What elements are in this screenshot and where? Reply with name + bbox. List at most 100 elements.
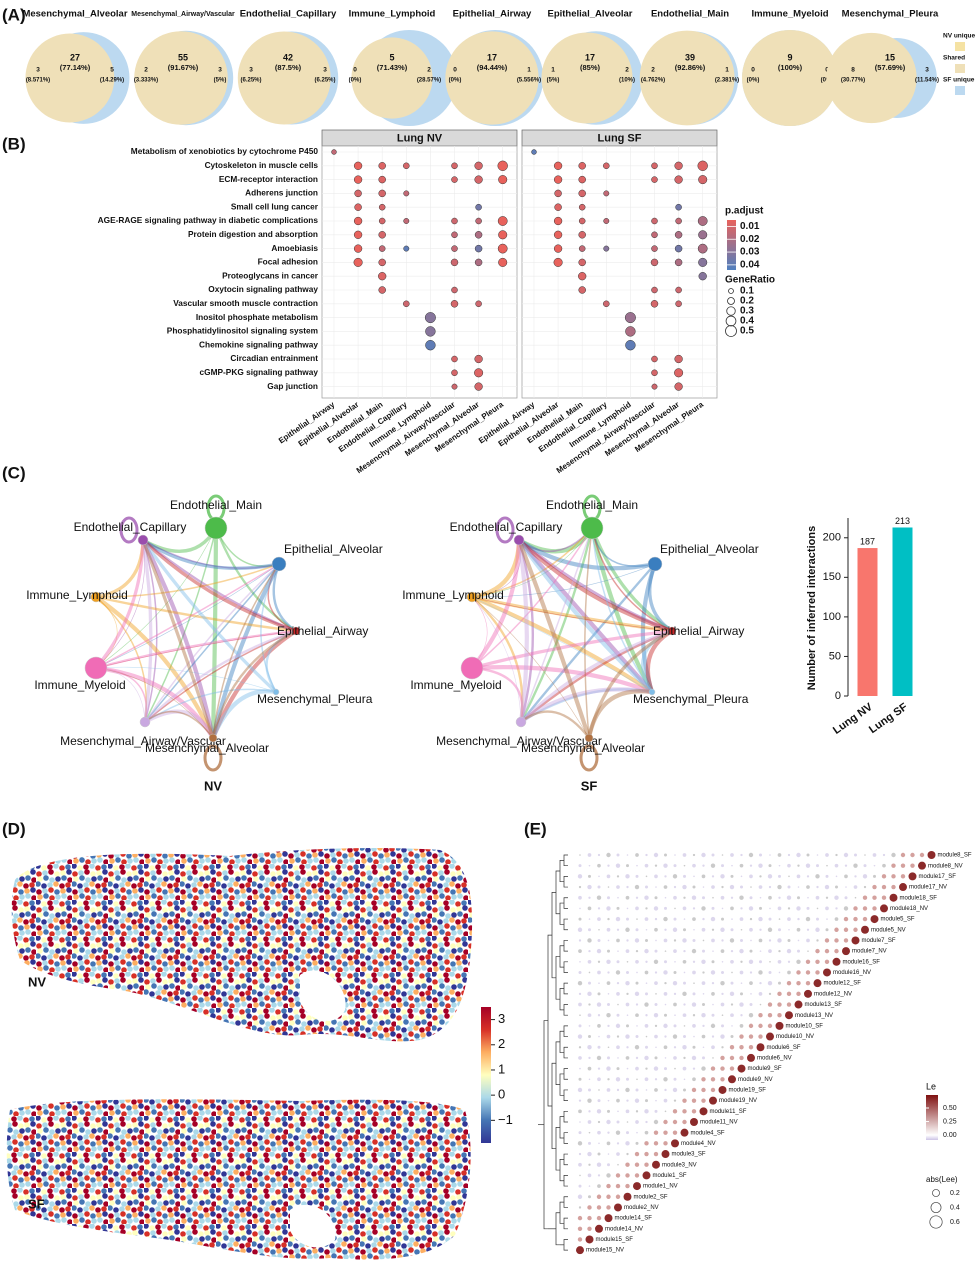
matrix-dot	[712, 896, 714, 899]
diagonal-dot	[889, 893, 898, 902]
matrix-dot	[674, 907, 676, 910]
dendro	[547, 934, 552, 1107]
matrix-dot	[663, 1045, 668, 1050]
matrix-dot	[597, 1067, 601, 1070]
matrix-dot	[701, 1034, 706, 1039]
diagonal-dot	[927, 851, 936, 859]
matrix-dot	[720, 1055, 725, 1061]
matrix-dot	[843, 852, 849, 858]
matrix-dot	[596, 895, 602, 900]
matrix-dot	[577, 874, 583, 879]
matrix-dot	[853, 927, 858, 932]
dot	[578, 189, 586, 198]
matrix-dot	[596, 1002, 602, 1007]
matrix-dot	[796, 874, 801, 879]
matrix-dot	[691, 895, 697, 900]
matrix-dot	[607, 1109, 610, 1113]
diagonal-dot	[595, 1224, 603, 1233]
matrix-dot	[606, 1119, 611, 1125]
matrix-dot	[598, 982, 600, 984]
matrix-dot	[634, 884, 640, 890]
matrix-dot	[615, 916, 621, 922]
venn-percent: (92.86%)	[675, 63, 706, 72]
edge	[471, 595, 673, 633]
matrix-dot	[664, 982, 667, 985]
dot	[697, 160, 708, 171]
matrix-dot	[844, 874, 848, 879]
size-key	[725, 315, 737, 327]
matrix-dot	[730, 981, 734, 985]
matrix-dot	[683, 971, 686, 974]
matrix-dot	[579, 1174, 581, 1177]
matrix-dot	[635, 959, 639, 964]
matrix-dot	[625, 874, 630, 879]
x-tick-label: Lung NV	[831, 701, 875, 737]
node-label: Endothelial_Capillary	[450, 520, 563, 534]
legend-title: p.adjust	[725, 206, 764, 217]
matrix-dot	[588, 1163, 591, 1166]
matrix-dot	[702, 993, 705, 995]
edge	[144, 563, 280, 723]
node	[460, 656, 484, 680]
diagonal-dot	[690, 1118, 698, 1126]
matrix-dot	[598, 1142, 600, 1145]
matrix-dot	[645, 1045, 648, 1049]
matrix-dot	[739, 895, 744, 900]
matrix-dot	[616, 960, 620, 964]
pathway-label: Chemokine signaling pathway	[199, 339, 318, 349]
diagonal-dot	[794, 1000, 803, 1009]
legend-swatch	[955, 86, 965, 95]
dot	[474, 244, 483, 253]
matrix-dot	[673, 949, 677, 953]
dot	[553, 175, 563, 184]
matrix-dot	[577, 980, 583, 986]
module-label: module15_NV	[586, 1248, 624, 1254]
matrix-dot	[626, 1046, 629, 1049]
dendro	[563, 1153, 568, 1166]
matrix-dot	[607, 949, 610, 953]
edge	[591, 527, 653, 693]
pathway-label: Protein digestion and absorption	[188, 229, 318, 239]
matrix-dot	[626, 961, 629, 963]
dot	[651, 231, 658, 239]
dot	[674, 161, 683, 170]
matrix-dot	[891, 874, 896, 879]
edge	[95, 667, 214, 739]
matrix-dot	[740, 928, 743, 931]
matrix-dot	[625, 1109, 630, 1114]
node-label: Mesenchymal_Pleura	[257, 692, 373, 706]
matrix-dot	[721, 992, 724, 995]
dot	[353, 257, 363, 267]
matrix-dot	[729, 991, 735, 997]
matrix-dot	[777, 884, 782, 890]
matrix-dot	[825, 853, 829, 857]
matrix-dot	[626, 1077, 629, 1081]
dot	[451, 383, 458, 390]
dot	[425, 340, 436, 351]
tissue-hole	[300, 970, 346, 1021]
matrix-dot	[758, 1013, 763, 1018]
node	[515, 716, 527, 728]
matrix-dot	[578, 917, 582, 921]
node-label: Immune_Lymphoid	[26, 588, 128, 602]
matrix-dot	[740, 907, 743, 910]
edge	[471, 596, 522, 723]
dendro	[563, 961, 568, 973]
matrix-dot	[891, 852, 896, 858]
matrix-dot	[597, 1045, 601, 1049]
dendro	[555, 1041, 560, 1085]
matrix-dot	[625, 1183, 630, 1189]
node	[208, 733, 218, 743]
dot	[403, 162, 410, 170]
matrix-dot	[730, 874, 734, 878]
dot	[603, 162, 610, 170]
y-tick-label: 0	[835, 690, 841, 702]
module-label: module11_NV	[700, 1120, 738, 1126]
matrix-dot	[721, 1014, 724, 1016]
size-label: 0.3	[740, 306, 754, 317]
matrix-dot	[587, 1205, 592, 1210]
venn-count: 8	[851, 67, 855, 74]
matrix-dot	[759, 928, 762, 931]
module-label: module5_SF	[881, 917, 915, 923]
matrix-dot	[759, 1003, 762, 1006]
